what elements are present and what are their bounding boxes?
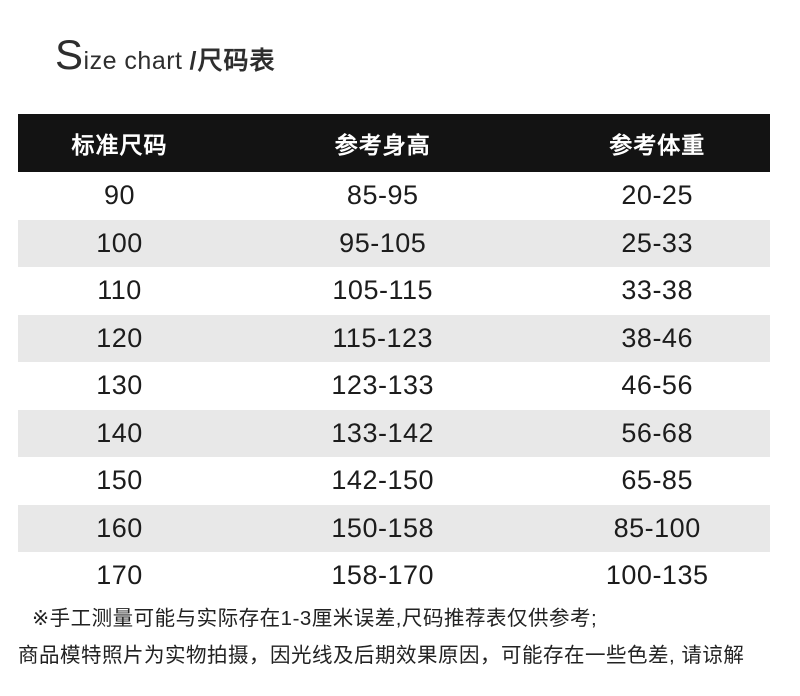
table-cell: 160: [96, 512, 143, 543]
table-cell: 90: [103, 180, 136, 211]
table-cell: 170: [96, 560, 143, 591]
page-title: Size chart/尺码表: [55, 34, 275, 77]
table-cell: 56-68: [621, 417, 693, 448]
header-standard-size: 标准尺码: [71, 132, 168, 158]
table-cell: 150-158: [331, 512, 434, 543]
table-header-row: 标准尺码 参考身高 参考体重: [18, 114, 770, 172]
table-row: 120 115-123 38-46: [18, 314, 770, 362]
table-row: 160 150-158 85-100: [18, 504, 770, 552]
table-cell: 130: [96, 370, 143, 401]
table-cell: 100: [96, 227, 143, 258]
table-cell: 158-170: [331, 560, 434, 591]
table-cell: 120: [96, 322, 143, 353]
table-cell: 142-150: [331, 465, 434, 496]
table-cell: 38-46: [621, 322, 693, 353]
footnotes: ※手工测量可能与实际存在1-3厘米误差,尺码推荐表仅供参考; 商品模特照片为实物…: [18, 600, 782, 674]
table-row: 90 85-95 20-25: [18, 172, 770, 220]
table-cell: 95-105: [339, 227, 427, 258]
title-en-initial: S: [55, 31, 84, 78]
footnote-measurement-note: ※手工测量可能与实际存在1-3厘米误差,尺码推荐表仅供参考;: [32, 607, 598, 630]
size-table-body: 90 85-95 20-25 100 95-105 25-33 110 105-115 33-3…: [18, 172, 770, 600]
table-cell: 85-100: [613, 512, 701, 543]
table-cell: 105-115: [332, 275, 433, 306]
header-reference-weight: 参考体重: [609, 132, 706, 158]
table-row: 140 133-142 56-68: [18, 409, 770, 457]
table-row: 110 105-115 33-38: [18, 267, 770, 315]
header-reference-height: 参考身高: [334, 132, 431, 158]
table-cell: 140: [96, 417, 143, 448]
table-row: 130 123-133 46-56: [18, 362, 770, 410]
table-row: 150 142-150 65-85: [18, 457, 770, 505]
table-cell: 85-95: [346, 180, 419, 211]
table-cell: 110: [97, 275, 142, 306]
table-cell: 150: [96, 465, 143, 496]
table-cell: 133-142: [331, 417, 434, 448]
table-cell: 123-133: [331, 370, 434, 401]
table-cell: 65-85: [621, 465, 693, 496]
table-cell: 20-25: [621, 180, 693, 211]
title-en-rest: ize chart: [83, 47, 183, 75]
table-cell: 100-135: [605, 560, 709, 591]
title-zh: /尺码表: [189, 47, 276, 75]
table-row: 100 95-105 25-33: [18, 219, 770, 267]
table-cell: 46-56: [621, 370, 693, 401]
table-row: 170 158-170 100-135: [18, 552, 770, 600]
table-cell: 33-38: [621, 275, 693, 306]
footnote-color-note: 商品模特照片为实物拍摄，因光线及后期效果原因，可能存在一些色差, 请谅解: [18, 644, 745, 667]
size-table: 标准尺码 参考身高 参考体重 90 85-95 20-25 100 95-105 25-3…: [18, 114, 770, 600]
table-cell: 115-123: [332, 322, 433, 353]
table-cell: 25-33: [621, 227, 693, 258]
